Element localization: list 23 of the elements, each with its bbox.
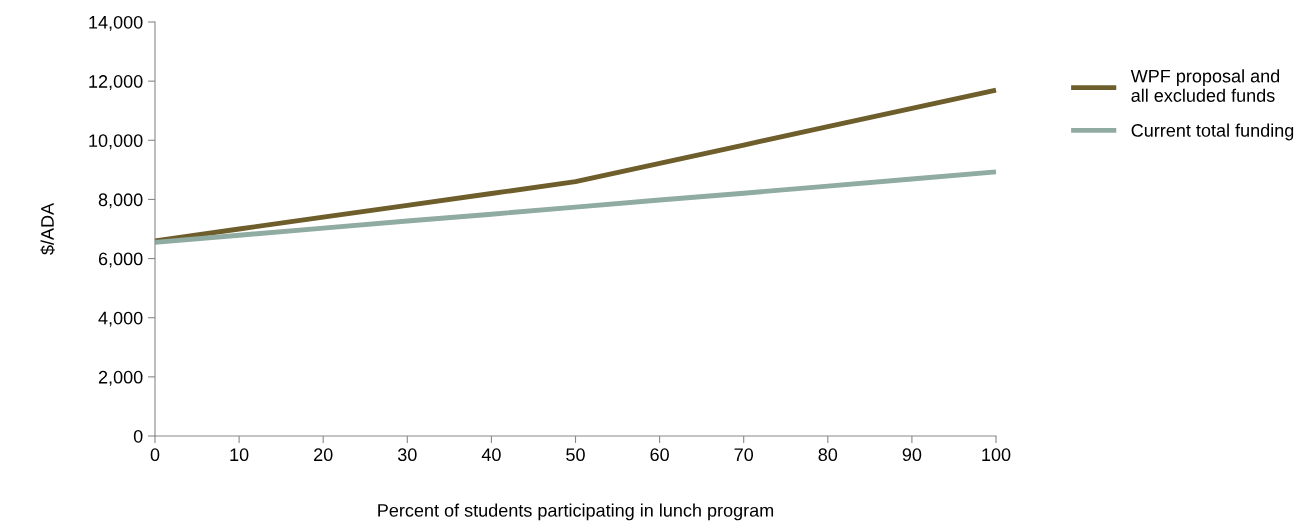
y-tick-label: 12,000: [89, 75, 143, 90]
x-tick-label: 60: [650, 448, 669, 462]
x-tick-label: 30: [397, 448, 417, 462]
x-tick-label: 40: [481, 448, 501, 462]
y-tick-label: 14,000: [89, 15, 143, 31]
legend-label: WPF proposal and all excluded funds: [1130, 69, 1280, 102]
y-tick-label: 6,000: [98, 252, 143, 268]
y-tick-label: 0: [133, 429, 143, 443]
y-tick-label: 4,000: [98, 311, 143, 327]
x-tick-label: 100: [982, 448, 1011, 462]
y-tick-label: 2,000: [98, 370, 143, 386]
x-tick-label: 70: [734, 448, 754, 462]
y-axis-title: $/ADA: [40, 202, 55, 255]
x-tick-label: 50: [566, 448, 585, 462]
x-tick-label: 80: [818, 448, 838, 462]
legend-label: Current total funding: [1131, 123, 1294, 141]
x-tick-label: 20: [314, 448, 333, 462]
x-axis-title: Percent of students participating in lunch program: [378, 503, 774, 521]
x-tick-label: 0: [150, 448, 160, 462]
x-tick-label: 10: [230, 448, 249, 462]
x-tick-label: 90: [902, 448, 922, 462]
y-tick-label: 10,000: [89, 134, 143, 150]
y-tick-label: 8,000: [98, 193, 143, 209]
